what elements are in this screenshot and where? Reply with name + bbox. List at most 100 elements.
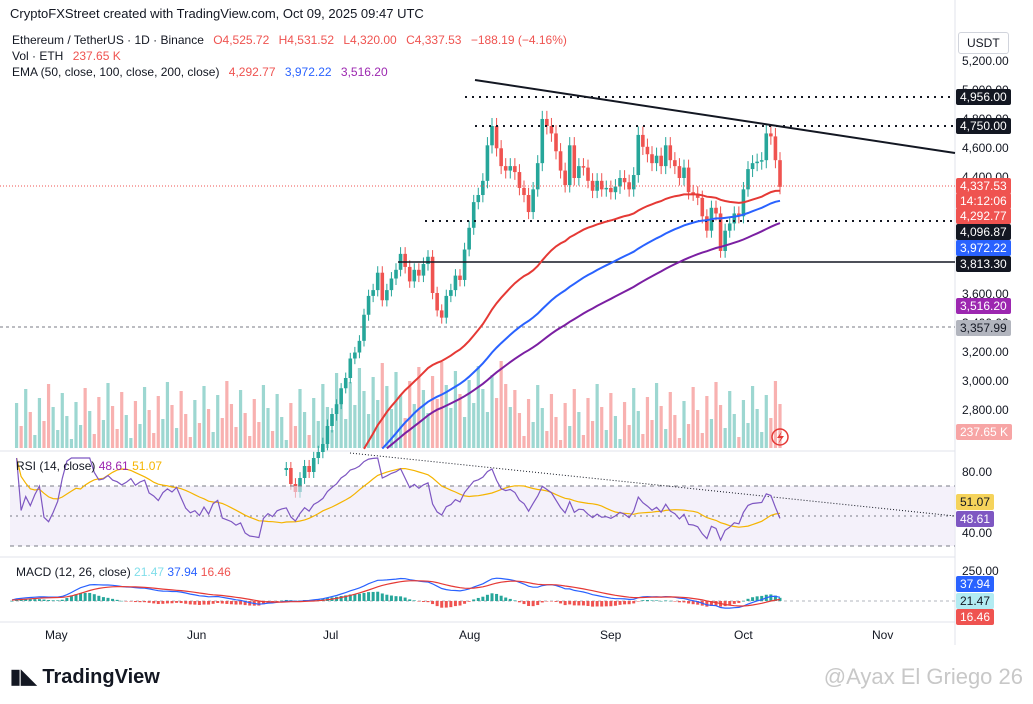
macd-histogram-bar (435, 601, 439, 607)
ema50-value: 4,292.77 (228, 65, 276, 79)
volume-bar (618, 439, 622, 448)
ema50-tag: 4,292.77 (956, 208, 1011, 224)
candle-body (759, 160, 764, 162)
volume-bar (728, 391, 732, 448)
candle-body (453, 275, 458, 291)
candle-body (353, 352, 357, 359)
volume-bar (654, 383, 659, 448)
low-value: L4,320.00 (343, 33, 397, 47)
volume-bar (641, 434, 645, 448)
volume-bar (764, 395, 768, 448)
candle-body (389, 278, 394, 291)
macd-signal-line (11, 580, 781, 607)
macd-histogram-bar (74, 594, 78, 601)
volume-bar (88, 411, 92, 448)
symbol-title[interactable]: Ethereum / TetherUS · 1D · Binance (12, 33, 204, 47)
macd-histogram-bar (618, 601, 622, 605)
candle-body (503, 166, 508, 171)
ema200-value: 3,516.20 (340, 65, 388, 79)
candle-body (695, 193, 700, 198)
macd-histogram-bar (604, 601, 608, 607)
candle-body (714, 207, 718, 214)
volume-bar (348, 382, 352, 448)
volume-bar (92, 434, 96, 448)
volume-bar (65, 416, 69, 448)
volume-bar (444, 385, 448, 448)
price-axis-label: 3,000.00 (962, 374, 1009, 388)
volume-bar (353, 405, 357, 448)
volume-bar (261, 385, 266, 448)
volume-bar (426, 413, 430, 448)
price-axis-label: 4,600.00 (962, 141, 1009, 155)
rsi-ma-tag: 51.07 (956, 494, 995, 510)
volume-bar (453, 371, 458, 448)
volume-bar (275, 394, 279, 448)
volume-bar (238, 390, 243, 448)
candle-body (659, 155, 663, 167)
volume-bar (293, 426, 298, 448)
volume-bar (216, 395, 220, 448)
candle-body (348, 358, 353, 378)
macd-histogram-bar (746, 598, 750, 601)
macd-histogram-bar (37, 599, 41, 601)
macd-histogram-bar (458, 601, 462, 606)
macd-signal-tag: 16.46 (956, 609, 995, 625)
macd-histogram-bar (513, 600, 517, 601)
candle-body (590, 180, 595, 191)
candle-body (663, 145, 668, 167)
macd-histogram-bar (549, 601, 553, 602)
candle-body (435, 293, 439, 311)
macd-histogram-bar (275, 601, 279, 602)
ema100-tag: 3,972.22 (956, 240, 1011, 256)
volume-bar (490, 375, 494, 448)
volume-bar (481, 389, 485, 448)
volume-bar (554, 417, 558, 448)
macd-histogram-bar (83, 592, 87, 601)
volume-bar (632, 388, 636, 448)
currency-selector[interactable]: USDT (958, 32, 1009, 54)
macd-histogram-bar (79, 592, 83, 601)
candle-body (522, 187, 526, 196)
macd-histogram-bar (687, 601, 691, 604)
macd-histogram-bar (577, 601, 581, 606)
candle-body (554, 133, 558, 152)
macd-histogram-bar (188, 601, 192, 605)
candle-body (412, 269, 417, 282)
tradingview-logo-text: TradingView (42, 666, 160, 688)
macd-histogram-bar (197, 601, 201, 605)
volume-bar (298, 389, 302, 448)
candle-body (581, 166, 586, 168)
volume-bar (485, 412, 490, 448)
rsi-legend: RSI (14, close) 48.61 51.07 (16, 459, 162, 473)
macd-histogram-bar (248, 601, 252, 606)
macd-histogram-bar (124, 601, 128, 602)
candle-body (485, 145, 490, 181)
volume-bar (696, 410, 700, 448)
candle-body (508, 166, 513, 171)
macd-histogram-bar (101, 597, 105, 601)
volume-bars (14, 361, 782, 448)
candle-body (449, 290, 453, 296)
volume-bar (147, 410, 151, 448)
volume-bar (152, 433, 156, 448)
volume-bar (138, 424, 142, 448)
volume-bar (636, 411, 640, 448)
price-axis-label: 3,600.00 (962, 287, 1009, 301)
macd-value: 37.94 (167, 565, 198, 579)
candle-body (727, 223, 732, 231)
volume-bar (545, 431, 549, 448)
level-tag-4096: 4,096.87 (956, 224, 1011, 240)
lightning-icon[interactable] (771, 428, 789, 446)
candle-body (316, 452, 321, 458)
volume-bar (613, 416, 618, 448)
volume-bar (312, 398, 316, 448)
volume-bar (234, 427, 238, 448)
macd-histogram-bar (211, 601, 215, 604)
volume-bar (229, 404, 234, 448)
candle-body (636, 134, 641, 176)
candle-body (494, 126, 499, 149)
volume-bar (622, 402, 627, 448)
macd-histogram-bar (481, 596, 485, 601)
candle-body (650, 154, 654, 164)
